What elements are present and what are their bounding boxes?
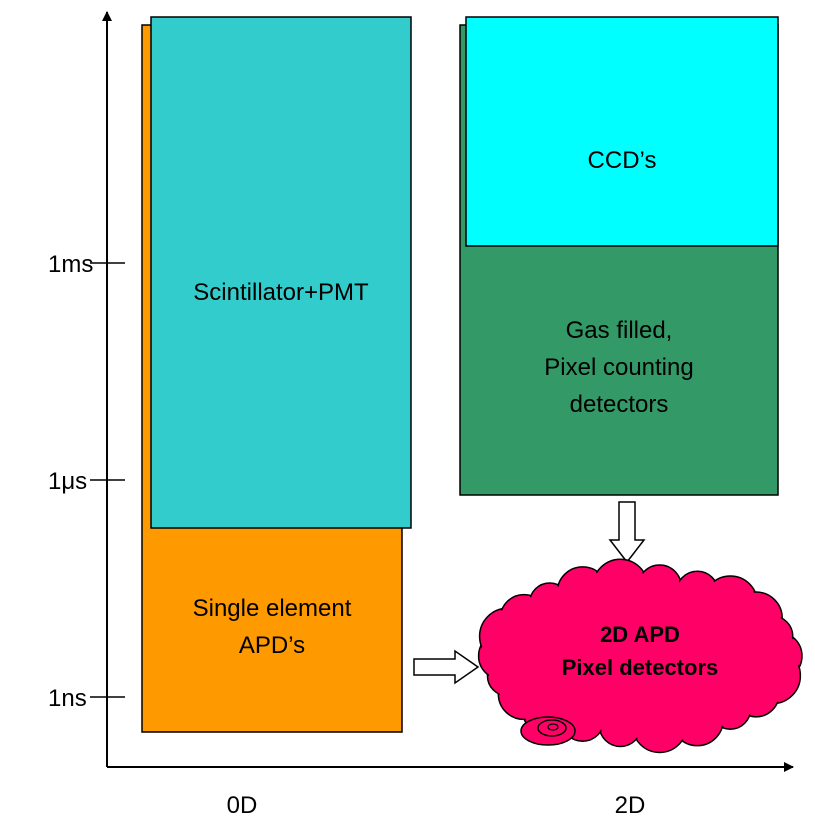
y-tick-label: 1ns bbox=[48, 685, 87, 712]
ccd-box bbox=[465, 16, 779, 247]
cloud-label: Pixel detectors bbox=[562, 655, 719, 680]
spiral bbox=[520, 716, 576, 746]
box-label: Pixel counting bbox=[544, 354, 693, 381]
cloud-label: 2D APD bbox=[600, 622, 680, 647]
y-tick-label: 1ms bbox=[48, 251, 93, 278]
scintillator-box bbox=[150, 16, 412, 529]
cloud-part bbox=[502, 586, 778, 726]
x-label: 2D bbox=[615, 792, 646, 819]
y-tick-label: 1μs bbox=[48, 468, 87, 495]
right-arrow bbox=[413, 649, 480, 685]
box-label: APD’s bbox=[239, 632, 305, 659]
box-label: Scintillator+PMT bbox=[193, 279, 369, 306]
down-arrow bbox=[608, 501, 646, 564]
box-label: Gas filled, bbox=[566, 317, 673, 344]
box-label: CCD’s bbox=[588, 147, 657, 174]
box-label: Single element bbox=[193, 595, 352, 622]
box-label: detectors bbox=[570, 391, 669, 418]
x-label: 0D bbox=[227, 792, 258, 819]
